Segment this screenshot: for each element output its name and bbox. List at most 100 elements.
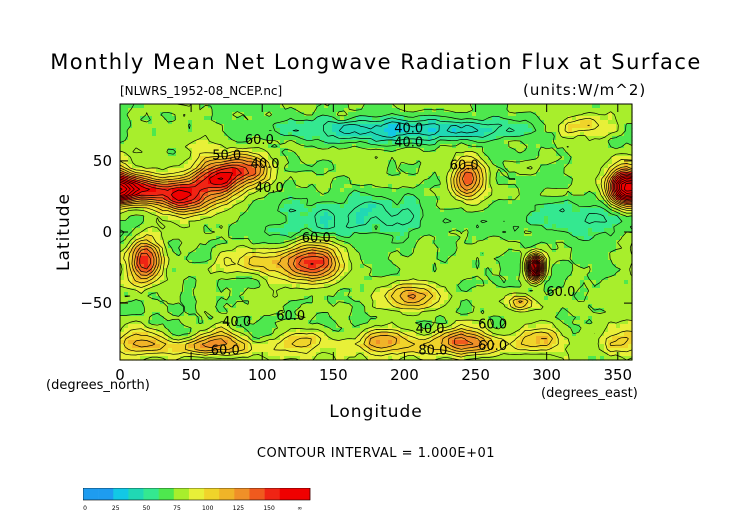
heatmap-cell [388,252,393,257]
heatmap-cell [388,192,393,197]
heatmap-cell [568,180,573,185]
heatmap-cell [264,192,269,197]
heatmap-cell [308,104,313,109]
heatmap-cell [404,128,409,133]
heatmap-cell [608,244,613,249]
heatmap-cell [248,112,253,117]
heatmap-cell [428,164,433,169]
heatmap-cell [352,128,357,133]
heatmap-cell [304,168,309,173]
heatmap-cell [184,144,189,149]
heatmap-cell [440,108,445,113]
heatmap-cell [364,224,369,229]
heatmap-cell [360,164,365,169]
heatmap-cell [452,112,457,117]
heatmap-cell [168,252,173,257]
heatmap-cell [532,116,537,121]
heatmap-cell [392,208,397,213]
heatmap-cell [596,120,601,125]
heatmap-cell [548,124,553,129]
heatmap-cell [376,196,381,201]
heatmap-cell [232,188,237,193]
heatmap-cell [496,236,501,241]
heatmap-cell [188,208,193,213]
heatmap-cell [576,248,581,253]
heatmap-cell [188,140,193,145]
heatmap-cell [308,200,313,205]
heatmap-cell [248,124,253,129]
heatmap-cell [152,156,157,161]
heatmap-cell [164,108,169,113]
heatmap-cell [356,228,361,233]
heatmap-cell [268,232,273,237]
heatmap-cell [496,212,501,217]
heatmap-cell [576,144,581,149]
heatmap-cell [528,220,533,225]
heatmap-cell [248,104,253,109]
heatmap-cell [132,176,137,181]
heatmap-cell [476,232,481,237]
heatmap-cell [152,228,157,233]
heatmap-cell [188,104,193,109]
heatmap-cell [372,220,377,225]
heatmap-cell [476,128,481,133]
heatmap-cell [584,112,589,117]
heatmap-cell [624,236,629,241]
heatmap-cell [348,256,353,261]
heatmap-cell [548,232,553,237]
heatmap-cell [184,244,189,249]
heatmap-cell [448,212,453,217]
heatmap-cell [404,164,409,169]
heatmap-cell [172,200,177,205]
heatmap-cell [552,136,557,141]
heatmap-cell [388,196,393,201]
heatmap-cell [400,128,405,133]
heatmap-cell [572,176,577,181]
heatmap-cell [248,232,253,237]
heatmap-cell [196,172,201,177]
heatmap-cell [216,140,221,145]
heatmap-cell [356,220,361,225]
heatmap-cell [504,164,509,169]
heatmap-cell [608,212,613,217]
heatmap-cell [164,204,169,209]
heatmap-cell [448,168,453,173]
heatmap-cell [520,184,525,189]
heatmap-cell [336,168,341,173]
heatmap-cell [408,188,413,193]
heatmap-cell [228,148,233,153]
heatmap-cell [276,132,281,137]
heatmap-cell [384,208,389,213]
heatmap-cell [616,132,621,137]
heatmap-cell [416,200,421,205]
heatmap-cell [180,224,185,229]
heatmap-cell [456,232,461,237]
heatmap-cell [440,204,445,209]
heatmap-cell [296,160,301,165]
heatmap-cell [412,184,417,189]
heatmap-cell [456,160,461,165]
heatmap-cell [284,220,289,225]
heatmap-cell [132,156,137,161]
heatmap-cell [312,216,317,221]
heatmap-cell [488,188,493,193]
heatmap-cell [364,208,369,213]
heatmap-cell [364,232,369,237]
heatmap-cell [584,104,589,109]
heatmap-cell [324,124,329,129]
heatmap-cell [216,132,221,137]
heatmap-cell [196,180,201,185]
heatmap-cell [424,252,429,257]
heatmap-cell [416,144,421,149]
heatmap-cell [244,176,249,181]
heatmap-cell [580,216,585,221]
heatmap-cell [288,216,293,221]
heatmap-cell [232,148,237,153]
heatmap-cell [628,212,633,217]
heatmap-cell [480,152,485,157]
heatmap-cell [184,136,189,141]
heatmap-cell [556,224,561,229]
heatmap-cell [256,244,261,249]
heatmap-cell [288,156,293,161]
heatmap-cell [508,184,513,189]
